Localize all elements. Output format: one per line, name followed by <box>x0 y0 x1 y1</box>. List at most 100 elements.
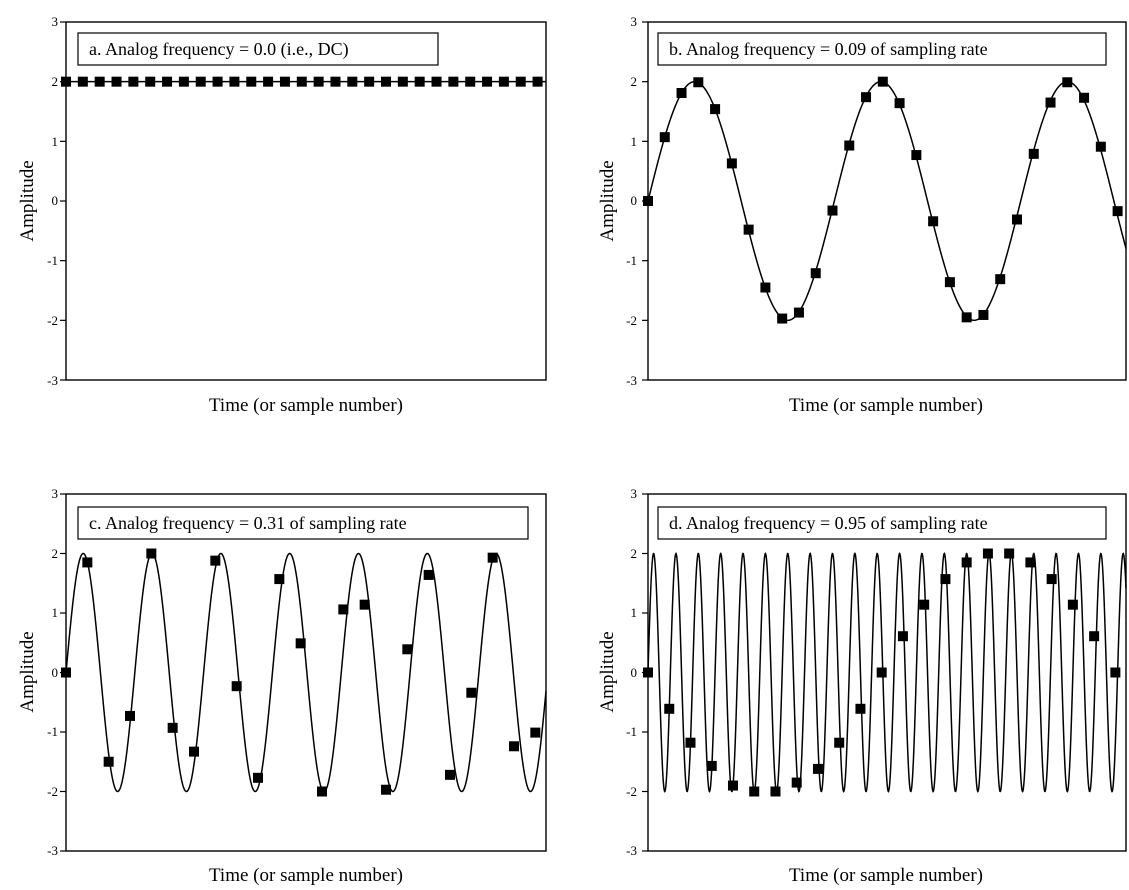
sample-point <box>793 307 804 318</box>
sample-point <box>1046 574 1057 585</box>
y-tick-label: -2 <box>47 784 58 799</box>
sample-point <box>212 76 223 87</box>
sample-point <box>1110 667 1121 678</box>
sample-point <box>146 548 157 559</box>
sample-point <box>911 150 922 161</box>
sample-point <box>231 681 242 692</box>
sample-point <box>94 76 105 87</box>
sample-point <box>330 76 341 87</box>
sample-point <box>659 132 670 143</box>
sample-point <box>532 76 543 87</box>
sample-point <box>1112 206 1123 217</box>
sample-point <box>1079 92 1090 103</box>
y-tick-label: 1 <box>52 134 59 149</box>
sample-point <box>861 92 872 103</box>
sample-point <box>693 77 704 88</box>
sample-point <box>995 274 1006 285</box>
panel-label-box <box>657 32 1107 66</box>
y-axis-title: Amplitude <box>17 160 38 241</box>
y-tick-label: -3 <box>626 843 637 858</box>
sample-point <box>111 76 122 87</box>
panel-title: a. Analog frequency = 0.0 (i.e., DC) <box>89 39 349 60</box>
sample-point <box>253 772 263 783</box>
y-tick-label: 0 <box>631 193 638 208</box>
sample-point <box>465 76 476 87</box>
sample-point <box>897 631 908 642</box>
sample-point <box>877 76 888 87</box>
sample-point <box>1095 141 1106 152</box>
sample-point <box>676 88 687 99</box>
x-axis-title: Time (or sample number) <box>789 865 983 886</box>
sample-point <box>274 574 285 585</box>
sample-point <box>726 158 737 169</box>
y-tick-label: -3 <box>47 373 58 388</box>
sample-point <box>145 76 156 87</box>
sample-point <box>498 76 509 87</box>
analog-signal-line <box>647 80 1127 322</box>
panel-title: b. Analog frequency = 0.09 of sampling r… <box>669 39 988 59</box>
sample-point <box>727 780 738 791</box>
sample-point <box>777 313 788 324</box>
y-tick-label: 3 <box>52 486 59 501</box>
sample-point <box>749 786 760 797</box>
sample-point <box>1045 97 1056 108</box>
sample-point <box>279 76 290 87</box>
sample-point <box>1067 599 1078 610</box>
panel-a: 3 2 1 0 -1 -2 -3 Amplitude Time (or samp… <box>17 14 547 416</box>
sample-point <box>876 667 887 678</box>
sample-point <box>381 76 391 87</box>
sample-point <box>359 599 370 610</box>
sample-point <box>810 268 821 279</box>
plot-frame <box>65 493 547 852</box>
sample-point <box>414 76 425 87</box>
sample-point <box>487 552 498 563</box>
sample-point <box>103 756 114 767</box>
sample-point <box>940 574 951 585</box>
sample-point <box>685 737 696 748</box>
y-tick-label: 2 <box>631 74 638 89</box>
x-axis-title: Time (or sample number) <box>789 395 983 416</box>
sample-point <box>338 604 349 615</box>
sample-point <box>827 205 838 216</box>
y-tick-label: -3 <box>626 373 637 388</box>
sample-point <box>402 644 413 655</box>
y-tick-label: 1 <box>631 605 638 620</box>
sample-point <box>1011 214 1022 225</box>
sample-point <box>195 76 206 87</box>
sample-point <box>77 76 88 87</box>
sample-point <box>125 710 135 721</box>
sample-point <box>1089 631 1100 642</box>
sample-point <box>855 703 866 714</box>
x-axis-title: Time (or sample number) <box>209 395 403 416</box>
sample-point <box>381 784 391 795</box>
sample-point <box>364 76 375 87</box>
y-axis-title: Amplitude <box>17 631 38 712</box>
sample-point <box>743 224 754 235</box>
sample-point <box>317 786 327 797</box>
sample-point <box>791 777 802 788</box>
sample-point <box>982 548 993 559</box>
panel-label-box <box>77 506 529 540</box>
sample-point <box>706 760 717 771</box>
sample-point <box>1025 557 1036 568</box>
sample-point <box>128 76 139 87</box>
y-tick-label: 0 <box>52 665 59 680</box>
panel-title: d. Analog frequency = 0.95 of sampling r… <box>669 513 988 533</box>
sample-point <box>944 277 955 288</box>
sample-point <box>189 746 199 757</box>
sample-point <box>296 76 307 87</box>
y-tick-label: -2 <box>626 313 637 328</box>
sample-point <box>423 569 434 580</box>
panel-b: 3 2 1 0 -1 -2 -3 Amplitude Time (or samp… <box>597 14 1127 416</box>
y-axis-title: Amplitude <box>597 160 618 241</box>
y-tick-label: 3 <box>631 14 638 29</box>
sample-point <box>167 722 178 733</box>
y-tick-label: -3 <box>47 843 58 858</box>
y-tick-label: -1 <box>47 724 58 739</box>
y-tick-label: 1 <box>52 605 59 620</box>
sample-point <box>770 786 781 797</box>
sample-point <box>448 76 459 87</box>
y-tick-label: -1 <box>47 253 58 268</box>
sample-point <box>397 76 408 87</box>
